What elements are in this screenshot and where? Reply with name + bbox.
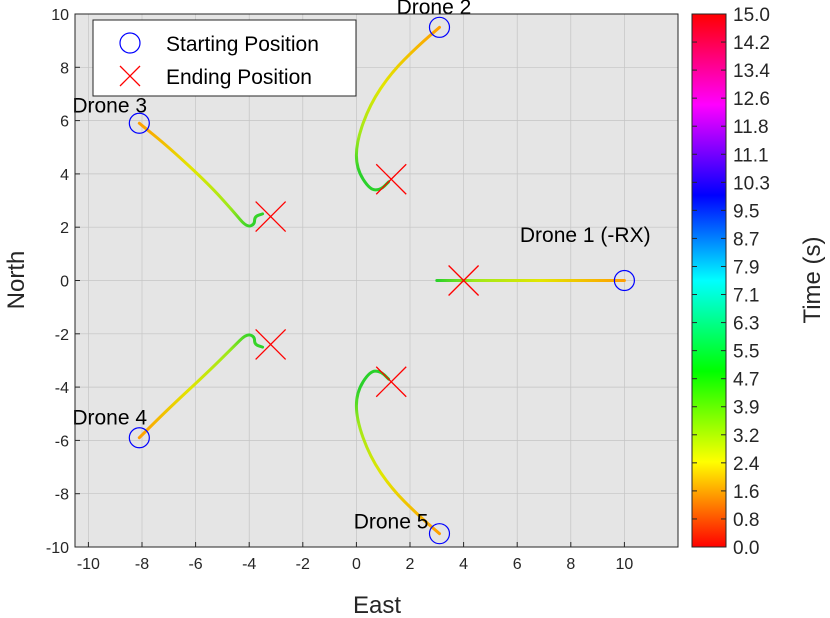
colorbar-tick-label: 1.6 (733, 482, 759, 503)
colorbar-tick-label: 3.2 (733, 426, 759, 447)
colorbar-tick-label: 11.1 (733, 145, 769, 166)
colorbar-label: Time (s) (799, 236, 826, 323)
y-tick-label: 2 (60, 220, 69, 237)
y-tick-label: -10 (46, 540, 69, 557)
x-tick-label: -2 (296, 556, 310, 573)
drone-label: Drone 2 (397, 0, 472, 19)
x-tick-label: -8 (135, 556, 149, 573)
colorbar-tick-label: 15.0 (733, 5, 770, 26)
end-position-marker (375, 163, 407, 195)
start-position-marker (613, 269, 636, 292)
y-tick-label: 6 (60, 114, 69, 131)
y-tick-label: -8 (55, 487, 69, 504)
y-tick-label: -6 (55, 433, 69, 450)
trajectory-line (354, 25, 441, 192)
colorbar-tick-label: 7.1 (733, 286, 759, 307)
colorbar-tick-label: 9.5 (733, 201, 759, 222)
end-marker-stroke (255, 201, 287, 232)
colorbar-tick-label: 4.7 (733, 370, 759, 391)
legend-end-marker (119, 65, 141, 87)
x-tick-label: 10 (616, 556, 634, 573)
end-position-marker (255, 201, 287, 232)
drone-label: Drone 1 (-RX) (520, 224, 651, 247)
x-tick-label: -6 (188, 556, 202, 573)
x-tick-label: 4 (459, 556, 468, 573)
end-marker-stroke (375, 366, 407, 398)
end-marker-stroke (255, 329, 287, 360)
legend-end-label: Ending Position (166, 66, 312, 89)
position-markers (128, 16, 636, 545)
colorbar-tick-label: 5.5 (733, 342, 759, 363)
start-position-marker (428, 16, 451, 38)
colorbar-tick-labels: 15.0 14.2 13.4 12.6 11.8 11.1 10.3 9.5 8.7 7.9 7.1… (692, 5, 770, 559)
x-tick-label: -4 (242, 556, 256, 573)
y-tick-label: 0 (60, 274, 69, 291)
colorbar-tick-label: 10.3 (733, 173, 770, 194)
x-tick-label: 2 (406, 556, 415, 573)
colorbar-tick-label: 2.4 (733, 454, 760, 475)
x-tick-label: 8 (566, 556, 575, 573)
trajectory-paths (137, 25, 626, 536)
end-position-marker (375, 366, 407, 398)
x-tick-label: -10 (77, 556, 100, 573)
colorbar-tick-label: 0.0 (733, 538, 759, 559)
drone-label: Drone 5 (354, 510, 429, 533)
colorbar-tick-label: 0.8 (733, 510, 759, 531)
y-tick-label: 4 (60, 167, 69, 184)
colorbar-tick-label: 3.9 (733, 398, 759, 419)
colorbar-tick-label: 8.7 (733, 229, 759, 250)
start-position-marker (428, 523, 451, 545)
colorbar-tick-label: 6.3 (733, 314, 759, 335)
drone-label: Drone 3 (72, 95, 147, 118)
colorbar (691, 13, 727, 548)
colorbar-tick-label: 7.9 (733, 257, 759, 278)
trajectory-line (354, 369, 441, 536)
colorbar-tick-label: 11.8 (733, 117, 769, 138)
colorbar-tick-label: 12.6 (733, 89, 770, 110)
drone-label: Drone 4 (72, 406, 147, 429)
y-tick-labels: -10 -8 -6 -4 -2 0 2 4 6 8 10 (46, 7, 69, 557)
y-tick-label: 10 (51, 7, 69, 24)
legend-start-marker (119, 32, 141, 54)
x-tick-labels: -10 -8 -6 -4 -2 0 2 4 6 8 10 (77, 556, 634, 573)
end-marker-stroke (375, 163, 407, 195)
legend-start-label: Starting Position (166, 33, 319, 56)
end-position-marker (448, 265, 480, 296)
y-tick-label: 8 (60, 60, 69, 77)
x-tick-label: 6 (513, 556, 522, 573)
y-axis-label: North (3, 251, 30, 310)
end-marker-stroke (448, 265, 480, 296)
start-position-marker (128, 112, 150, 134)
start-position-marker (128, 427, 150, 449)
colorbar-tick-label: 13.4 (733, 61, 770, 82)
colorbar-tick-label: 14.2 (733, 33, 770, 54)
trajectory-line (137, 333, 265, 440)
trajectory-line (137, 121, 265, 228)
legend: Starting Position Ending Position (92, 19, 357, 97)
y-tick-label: -4 (55, 380, 69, 397)
y-tick-label: -2 (55, 327, 69, 344)
x-tick-label: 0 (352, 556, 361, 573)
x-axis-label: East (353, 592, 401, 618)
end-position-marker (255, 329, 287, 360)
plot-frame (74, 13, 679, 548)
